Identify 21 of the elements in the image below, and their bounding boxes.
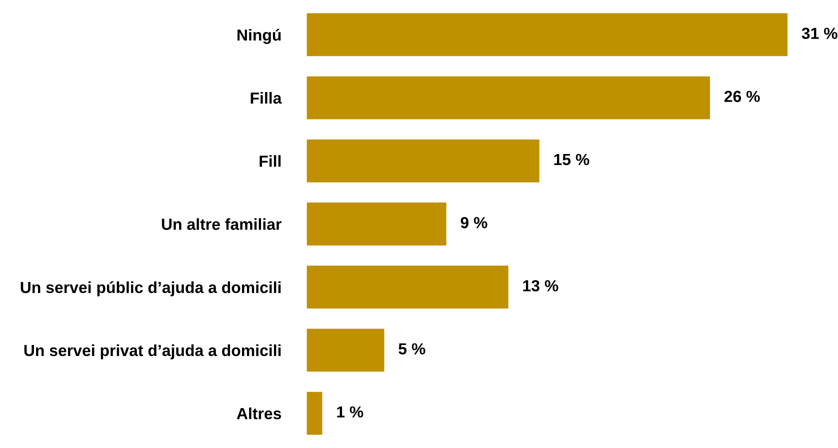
y-tick-label: Un servei públic d’ajuda a domicili xyxy=(20,281,281,296)
y-tick-label: Fill xyxy=(260,155,281,167)
bar xyxy=(306,328,384,372)
bar xyxy=(306,13,788,56)
data-label: 15 % xyxy=(554,154,590,166)
bar xyxy=(306,139,540,182)
y-tick-label: Ningú xyxy=(238,28,281,44)
bar xyxy=(306,266,508,309)
y-tick-label: Un servei privat d’ajuda a domicili xyxy=(24,344,281,360)
data-label: 9 % xyxy=(460,216,488,228)
data-label: 26 % xyxy=(724,90,760,102)
bar xyxy=(306,76,710,120)
y-tick-label: Filla xyxy=(250,92,282,104)
bar xyxy=(306,202,446,246)
y-tick-label: Un altre familiar xyxy=(162,218,282,230)
data-label: 1 % xyxy=(337,406,364,418)
bar xyxy=(306,392,322,435)
data-label: 5 % xyxy=(398,343,426,354)
data-label: 31 % xyxy=(802,28,838,40)
data-label: 13 % xyxy=(523,280,558,292)
y-tick-label: Altres xyxy=(236,408,282,420)
